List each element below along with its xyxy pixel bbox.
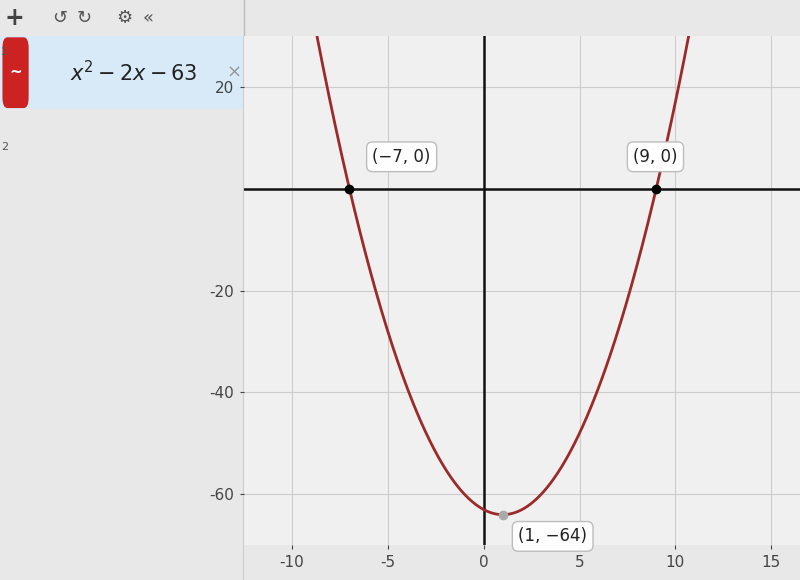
FancyBboxPatch shape <box>0 36 244 110</box>
Text: (1, −64): (1, −64) <box>518 527 587 545</box>
Text: +: + <box>5 6 24 30</box>
Text: «: « <box>142 9 154 27</box>
Text: ↺: ↺ <box>53 9 67 27</box>
Text: ×: × <box>226 64 242 82</box>
Text: 1: 1 <box>2 47 8 57</box>
Text: ~: ~ <box>9 65 22 80</box>
Text: $x^2-2x-63$: $x^2-2x-63$ <box>70 60 198 85</box>
FancyBboxPatch shape <box>2 37 29 108</box>
Text: ↻: ↻ <box>77 9 91 27</box>
Text: ⚙: ⚙ <box>116 9 132 27</box>
Text: (−7, 0): (−7, 0) <box>373 148 431 166</box>
Text: (9, 0): (9, 0) <box>634 148 678 166</box>
Text: 2: 2 <box>2 143 8 153</box>
